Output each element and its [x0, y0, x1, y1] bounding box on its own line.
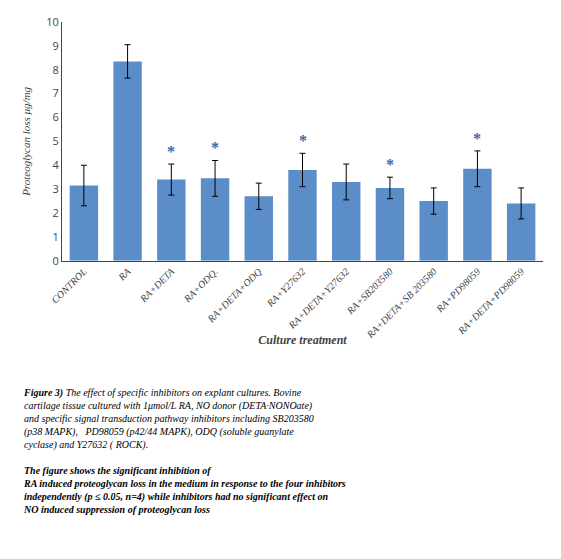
svg-text:10: 10: [46, 14, 59, 29]
svg-text:RA: RA: [115, 265, 133, 283]
svg-text:CONTROL: CONTROL: [49, 266, 89, 306]
svg-text:RA+DETA: RA+DETA: [137, 265, 177, 305]
svg-text:RA+DETA+Y27632: RA+DETA+Y27632: [286, 266, 351, 331]
svg-text:RA+DETA+ODQ: RA+DETA+ODQ: [205, 265, 265, 325]
svg-text:9: 9: [53, 38, 59, 53]
svg-text:*: *: [167, 143, 175, 160]
svg-text:RA+SB203580: RA+SB203580: [344, 266, 395, 317]
svg-text:2: 2: [53, 205, 59, 220]
svg-text:*: *: [299, 132, 307, 149]
svg-text:4: 4: [53, 157, 60, 172]
svg-text:8: 8: [53, 62, 59, 77]
svg-text:RA+DETA+SB 203580: RA+DETA+SB 203580: [364, 266, 439, 341]
svg-text:5: 5: [53, 133, 59, 148]
svg-text:*: *: [211, 139, 219, 156]
svg-text:Figure 3) The effect of specif: Figure 3) The effect of specific inhibit…: [23, 387, 346, 515]
svg-text:RA+DETA+PD98059: RA+DETA+PD98059: [455, 266, 526, 337]
svg-text:Proteoglycan loss μg/mg: Proteoglycan loss μg/mg: [20, 86, 32, 196]
svg-text:7: 7: [53, 85, 59, 100]
svg-text:Culture treatment: Culture treatment: [258, 333, 347, 347]
svg-text:RA+ODQ.: RA+ODQ.: [181, 266, 220, 305]
svg-text:6: 6: [53, 109, 59, 124]
svg-text:RA+PD98059: RA+PD98059: [433, 266, 482, 315]
svg-text:0: 0: [53, 253, 59, 268]
svg-text:3: 3: [53, 181, 59, 196]
svg-text:1: 1: [53, 229, 59, 244]
svg-text:*: *: [473, 130, 481, 147]
svg-text:*: *: [386, 156, 394, 173]
svg-text:RA+Y27632: RA+Y27632: [264, 266, 308, 310]
